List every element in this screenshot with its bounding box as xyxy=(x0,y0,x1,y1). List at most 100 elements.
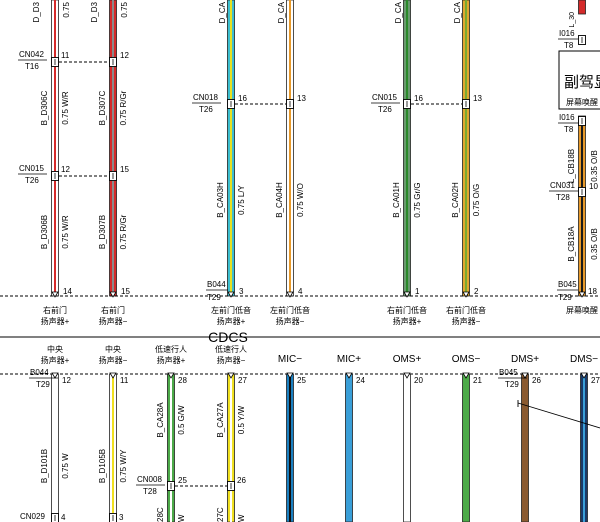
lower-pin-label-2: 11 xyxy=(120,376,129,385)
cn015-right-id: CN015 xyxy=(372,93,397,102)
cn018-pin-16-label: 16 xyxy=(238,94,247,103)
cn015-right-type: T26 xyxy=(378,105,392,114)
lower-pin-label-10: 27 xyxy=(591,376,600,385)
upper-mid-label-1: B_D306C xyxy=(40,90,49,125)
lower-wire-3-stripe xyxy=(170,374,172,522)
upper-bottom-pin-label-2: 15 xyxy=(121,287,130,296)
lower-pin-1 xyxy=(51,372,59,379)
upper-top-spec-1: 0.75 xyxy=(62,1,71,17)
upper-wire-spec-1: 0.75 W/R xyxy=(61,215,70,249)
cn015-right-pin-13-label: 13 xyxy=(473,94,482,103)
lower-col-title-4-a: 低速行人 xyxy=(215,344,247,354)
rp-top-wire xyxy=(578,0,586,15)
upper-top-label-4: D_CA xyxy=(277,1,286,23)
cn008-type: T28 xyxy=(143,487,157,496)
lower-wire-spec-4: 0.5 Y/W xyxy=(237,405,246,434)
lower-partial-label-2: W xyxy=(177,514,186,522)
speaker-label-3-line2: 扬声器+ xyxy=(217,316,246,326)
lower-col-title-9: DMS+ xyxy=(511,354,539,365)
upper-mid-label-2: B_D307C xyxy=(98,90,107,125)
lower-pin-label-6: 24 xyxy=(356,376,365,385)
b045-lower-type: T29 xyxy=(505,380,519,389)
b044-lower-type: T29 xyxy=(36,380,50,389)
upper-wire-6-stripe xyxy=(465,0,467,296)
speaker-label-4-line2: 扬声器− xyxy=(276,316,305,326)
upper-top-spec-2: 0.75 xyxy=(120,1,129,17)
lower-col-title-2-a: 中央 xyxy=(105,344,121,354)
lower-pin-label-9: 26 xyxy=(532,376,541,385)
lower-pin-6 xyxy=(345,372,353,379)
lower-pin-label-7: 20 xyxy=(414,376,423,385)
lower-wire-4-stripe xyxy=(230,374,232,522)
cn029-pin-3-label: 3 xyxy=(119,513,124,522)
upper-bottom-pin-4 xyxy=(286,291,294,298)
cn042-pin-11-label: 11 xyxy=(61,51,70,60)
lower-wire-8 xyxy=(462,373,470,522)
lower-wire-spec-3: 0.5 G/W xyxy=(177,405,186,435)
speaker-label-6-line2: 扬声器− xyxy=(452,316,481,326)
cn008-pin-25-label: 25 xyxy=(178,476,187,485)
lower-wire-6 xyxy=(345,373,353,522)
lower-pin-10 xyxy=(580,372,588,379)
lower-wire-label-2: B_D105B xyxy=(98,449,107,483)
rp-top-code: L_30 xyxy=(569,12,576,28)
upper-mid-spec-1: 0.75 W/R xyxy=(61,91,70,125)
rp-bottom-pin-label: 18 xyxy=(588,287,597,296)
upper-top-label-2: D_D3 xyxy=(90,1,99,22)
lower-pin-label-3: 28 xyxy=(178,376,187,385)
lower-pin-9 xyxy=(521,372,529,379)
speaker-label-3-line1: 左前门低音 xyxy=(211,305,251,315)
lower-wire-5-stripe xyxy=(289,374,291,522)
rp-i016-b: I016 xyxy=(559,113,575,122)
cn042-id: CN042 xyxy=(19,50,44,59)
lower-wire-1 xyxy=(51,373,59,522)
cn018-id: CN018 xyxy=(193,93,218,102)
lower-wire-spec-2: 0.75 W/Y xyxy=(119,449,128,483)
cn042-type: T16 xyxy=(25,62,39,71)
lower-pin-5 xyxy=(286,372,294,379)
upper-wire-4-stripe xyxy=(289,0,291,296)
lower-wire-7 xyxy=(403,373,411,522)
speaker-label-4-line1: 左前门低音 xyxy=(270,305,310,315)
lower-partial-label-3: 27C xyxy=(216,507,225,522)
upper-bottom-pin-label-6: 2 xyxy=(474,287,479,296)
rp-cn031-type: T28 xyxy=(556,193,570,202)
rp-wire-spec-1: 0.35 O/B xyxy=(590,150,599,182)
upper-wire-spec-4: 0.75 W/O xyxy=(296,183,305,217)
rp-wire-label-2: B_CB18A xyxy=(567,226,576,262)
lower-wire-label-1: B_D101B xyxy=(40,449,49,483)
upper-wire-label-2: B_D307B xyxy=(98,215,107,249)
lower-col-title-3-a: 低速行人 xyxy=(155,344,187,354)
speaker-label-2-line2: 扬声器− xyxy=(99,316,128,326)
upper-top-label-3: D_CA xyxy=(218,1,227,23)
upper-mid-spec-2: 0.75 R/Gr xyxy=(119,90,128,125)
upper-bottom-pin-5 xyxy=(403,291,411,298)
upper-bottom-pin-label-3: 3 xyxy=(239,287,244,296)
lower-wire-2-stripe xyxy=(112,374,114,522)
passenger-display-module xyxy=(558,50,600,110)
upper-bottom-pin-6 xyxy=(462,291,470,298)
lower-col-title-4-b: 扬声器− xyxy=(217,355,246,365)
speaker-label-2-line1: 右前门 xyxy=(101,305,125,315)
rp-t8-b: T8 xyxy=(564,125,574,134)
rp-wire-label-1: L_CB18B xyxy=(567,149,576,183)
speaker-label-5-line2: 扬声器+ xyxy=(393,316,422,326)
lower-col-title-7: OMS+ xyxy=(393,354,422,365)
cn018-pin-13-label: 13 xyxy=(297,94,306,103)
lower-partial-label-4: W xyxy=(237,514,246,522)
cn042-pin-12-label: 12 xyxy=(120,51,129,60)
upper-wire-spec-2: 0.75 R/Gr xyxy=(119,214,128,249)
b045-upper-id: B045 xyxy=(558,280,577,289)
b044-upper-id: B044 xyxy=(207,280,226,289)
lower-wire-spec-1: 0.75 W xyxy=(61,453,70,479)
upper-bottom-pin-3 xyxy=(227,291,235,298)
upper-bottom-pin-label-4: 4 xyxy=(298,287,303,296)
rp-wire-spec-2: 0.35 O/B xyxy=(590,228,599,260)
b044-lower-id: B044 xyxy=(30,368,49,377)
lower-partial-label-1: 28C xyxy=(156,507,165,522)
upper-bottom-pin-1 xyxy=(51,291,59,298)
lower-wire-10-stripe xyxy=(583,374,585,522)
lower-pin-4 xyxy=(227,372,235,379)
rp-wire-ob-stripe xyxy=(581,116,583,296)
cn015-right-pin-16-label: 16 xyxy=(414,94,423,103)
